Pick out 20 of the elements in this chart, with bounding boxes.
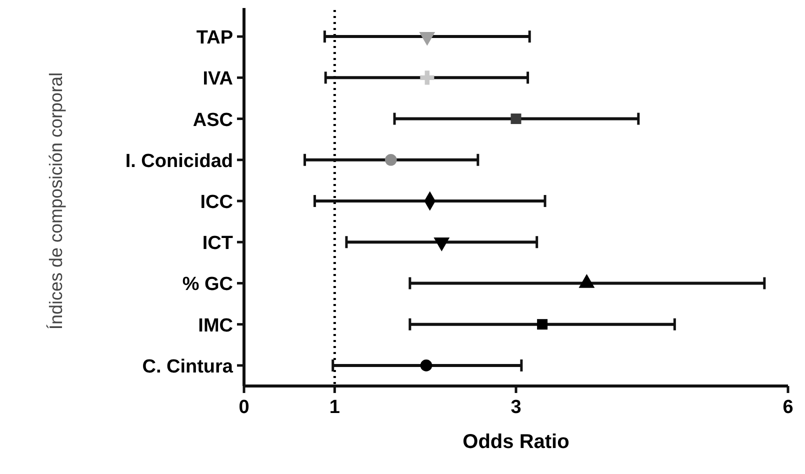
point [420,360,432,372]
y-tick-label: ICC [200,192,234,213]
y-tick-label: C. Cintura [142,356,234,378]
point [510,114,522,124]
x-axis-title: Odds Ratio [462,431,570,453]
y-tick-label: I. Conicidad [125,150,233,172]
y-axis-title: Índices de composición corporal [46,72,66,330]
y-tick-label: IVA [202,68,234,90]
point [420,70,434,85]
y-tick-label: % GC [182,274,234,296]
x-tick-label: 1 [329,397,340,418]
y-tick-label: TAP [196,28,234,49]
point [384,154,397,166]
y-tick-label: ICT [202,233,234,254]
y-tick-label: IMC [198,315,234,336]
x-tick-label: 6 [782,397,794,418]
x-tick-label: 0 [238,397,250,418]
point [537,319,548,330]
x-tick-label: 3 [510,397,522,418]
y-tick-label: ASC [192,110,234,131]
